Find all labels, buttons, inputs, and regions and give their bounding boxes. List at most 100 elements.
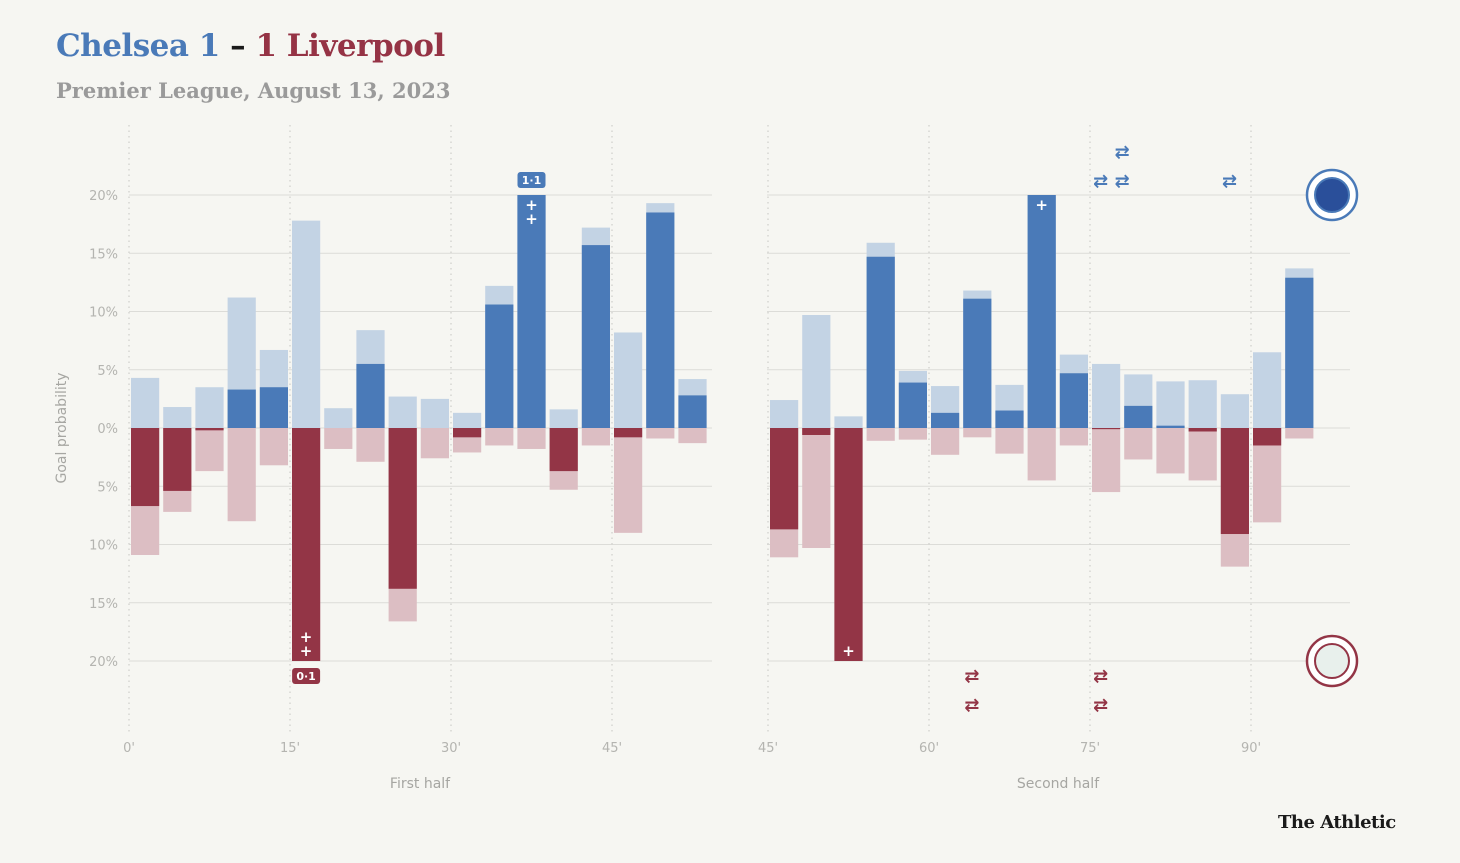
away-xg-bar: [388, 428, 417, 589]
substitution-icon: ⇄: [1222, 171, 1237, 192]
x-tick-label: 45': [758, 741, 778, 756]
substitution-icon: ⇄: [1115, 142, 1130, 163]
substitution-icon: ⇄: [1093, 695, 1108, 716]
x-axis-label: Second half: [1017, 776, 1100, 792]
away-chance-bar: [356, 428, 385, 462]
substitution-icon: ⇄: [1115, 171, 1130, 192]
home-chance-bar: [324, 408, 353, 428]
away-chance-bar: [259, 428, 288, 466]
away-chance-bar: [1124, 428, 1153, 460]
home-xg-bar: [931, 412, 960, 428]
home-xg-bar: [485, 304, 514, 428]
substitution-icon: ⇄: [964, 695, 979, 716]
score-badge: [292, 668, 321, 684]
away-team-score: 1 Liverpool: [255, 28, 445, 64]
y-axis-label: Goal probability: [54, 372, 70, 483]
liverpool-crest-icon-inner: [1314, 643, 1350, 679]
home-chance-bar: [770, 400, 799, 428]
y-tick-label: 10%: [89, 539, 118, 554]
away-chance-bar: [1156, 428, 1185, 474]
home-xg-bar: [678, 395, 707, 428]
home-xg-bar: [995, 410, 1024, 428]
y-tick-label: 5%: [97, 364, 118, 379]
score-badge-label: 0·1: [296, 670, 316, 683]
away-xg-bar: [802, 428, 831, 435]
chelsea-crest-icon-inner: [1314, 177, 1350, 213]
away-xg-bar: [131, 428, 160, 507]
home-chance-bar: [834, 416, 863, 428]
x-tick-label: 30': [441, 741, 461, 756]
home-xg-bar: [259, 387, 288, 428]
home-xg-bar: [1285, 277, 1314, 428]
away-chance-bar: [866, 428, 895, 441]
home-chance-bar: [420, 398, 449, 428]
score-badge: [517, 172, 546, 188]
y-tick-label: 0%: [97, 422, 118, 437]
home-xg-bar: [581, 245, 610, 428]
away-chance-bar: [485, 428, 514, 446]
home-xg-bar: [866, 256, 895, 428]
away-chance-bar: [195, 428, 224, 472]
home-xg-bar: [1027, 195, 1056, 428]
away-chance-bar: [227, 428, 256, 522]
home-team-score: Chelsea 1: [56, 28, 220, 64]
y-tick-label: 10%: [89, 306, 118, 321]
away-chance-bar: [1092, 428, 1121, 493]
goal-marker-icon: +: [525, 196, 538, 214]
away-chance-bar: [1285, 428, 1314, 439]
goal-marker-icon: +: [300, 628, 313, 646]
y-tick-label: 15%: [89, 247, 118, 262]
away-chance-bar: [324, 428, 353, 449]
goal-marker-icon: +: [842, 642, 855, 660]
away-chance-bar: [1059, 428, 1088, 446]
substitution-icon: ⇄: [1093, 171, 1108, 192]
away-chance-bar: [678, 428, 707, 444]
home-chance-bar: [453, 412, 482, 428]
y-tick-label: 15%: [89, 597, 118, 612]
y-tick-label: 20%: [89, 189, 118, 204]
home-chance-bar: [1156, 381, 1185, 428]
chart-title: Chelsea 1 – 1 Liverpool: [56, 28, 445, 64]
goal-marker-icon: +: [300, 642, 313, 660]
home-xg-bar: [1156, 425, 1185, 428]
away-xg-bar: [1092, 428, 1121, 430]
x-tick-label: 0': [123, 741, 135, 756]
x-tick-label: 45': [602, 741, 622, 756]
away-xg-bar: [614, 428, 643, 438]
score-dash: –: [230, 28, 246, 64]
home-chance-bar: [163, 407, 192, 428]
away-xg-bar: [1220, 428, 1249, 535]
home-xg-bar: [963, 298, 992, 428]
home-xg-bar: [646, 212, 675, 428]
y-tick-label: 20%: [89, 655, 118, 670]
chart-subtitle: Premier League, August 13, 2023: [56, 78, 451, 103]
home-xg-bar: [517, 195, 546, 428]
home-chance-bar: [292, 220, 321, 428]
away-xg-bar: [1253, 428, 1282, 446]
home-chance-bar: [614, 332, 643, 428]
away-xg-bar: [453, 428, 482, 438]
score-badge-label: 1·1: [522, 174, 542, 187]
home-chance-bar: [802, 314, 831, 428]
home-xg-bar: [898, 382, 927, 428]
home-chance-bar: [1092, 363, 1121, 428]
home-chance-bar: [1253, 352, 1282, 428]
away-chance-bar: [1188, 428, 1217, 481]
away-xg-bar: [292, 428, 321, 661]
away-chance-bar: [802, 428, 831, 548]
x-tick-label: 15': [280, 741, 300, 756]
home-xg-bar: [1059, 373, 1088, 428]
away-xg-bar: [770, 428, 799, 530]
away-chance-bar: [420, 428, 449, 459]
x-axis-label: First half: [390, 776, 451, 792]
away-xg-bar: [549, 428, 578, 472]
substitution-icon: ⇄: [1093, 666, 1108, 687]
away-chance-bar: [646, 428, 675, 439]
away-chance-bar: [581, 428, 610, 446]
away-xg-bar: [163, 428, 192, 491]
x-tick-label: 75': [1080, 741, 1100, 756]
away-chance-bar: [995, 428, 1024, 454]
substitution-icon: ⇄: [964, 666, 979, 687]
home-xg-bar: [1124, 405, 1153, 428]
